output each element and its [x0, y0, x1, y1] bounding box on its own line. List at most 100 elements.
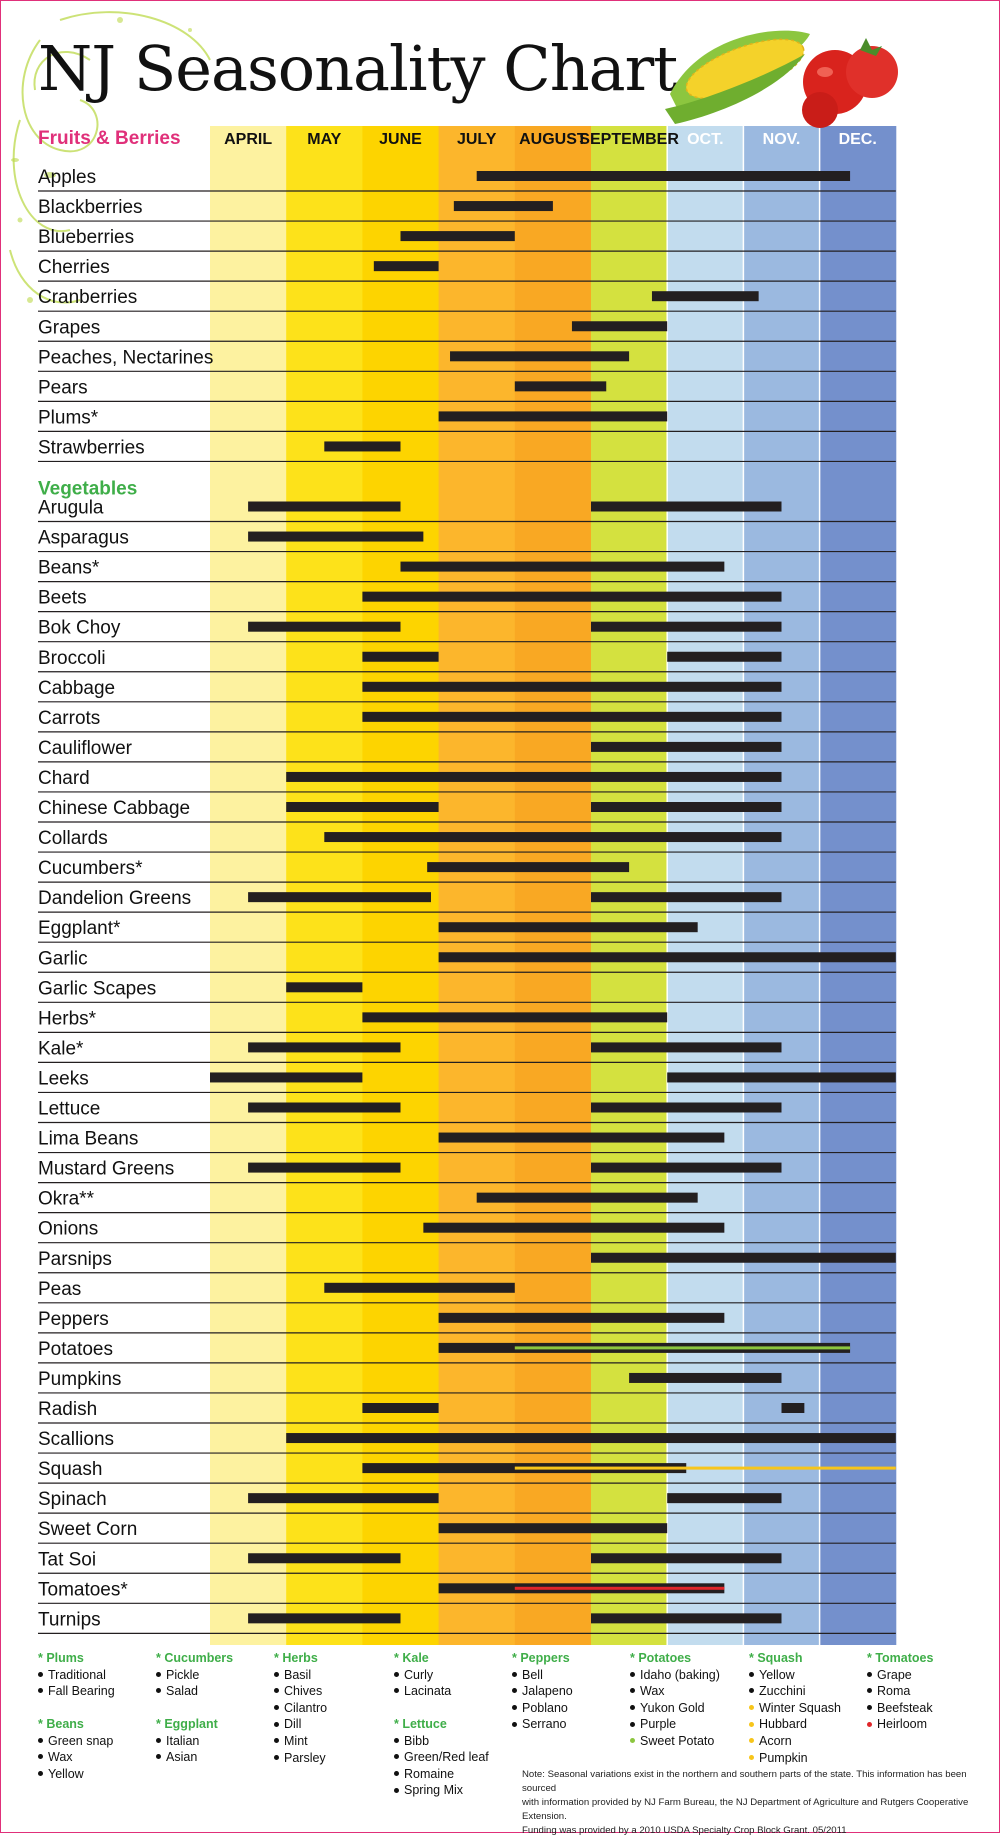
item-label: Spinach: [38, 1489, 107, 1510]
season-bar: [514, 381, 607, 392]
note-item: Dill: [274, 1716, 392, 1733]
note-item-text: Yellow: [48, 1766, 84, 1781]
bullet-icon: [38, 1754, 43, 1760]
note-item: Bell: [512, 1667, 630, 1684]
note-item-text: Traditional: [48, 1667, 106, 1682]
note-item-text: Chives: [284, 1684, 323, 1699]
item-label: Cranberries: [38, 287, 137, 308]
note-column: * Cucumbers Pickle Salad: [156, 1650, 274, 1700]
note-item-text: Curly: [404, 1667, 434, 1682]
note-item-text: Lacinata: [404, 1684, 452, 1699]
month-label: MAY: [307, 131, 341, 148]
note-item: Pickle: [156, 1667, 274, 1684]
bullet-icon: [630, 1738, 635, 1744]
season-bar: [248, 1553, 401, 1564]
note-item-text: Wax: [640, 1684, 665, 1699]
note-item-text: Zucchini: [759, 1684, 806, 1699]
item-label: Cherries: [38, 257, 110, 278]
note-heading: * Kale: [394, 1651, 429, 1665]
season-bar: [438, 1132, 725, 1143]
item-label: Collards: [38, 828, 108, 849]
bullet-icon: [512, 1671, 517, 1677]
note-item-text: Green snap: [48, 1733, 114, 1748]
season-bar: [438, 952, 896, 963]
note-item-text: Beefsteak: [877, 1700, 933, 1715]
bullet-icon: [274, 1738, 279, 1744]
note-column: * Potatoes Idaho (baking) Wax Yukon Gold Pur…: [630, 1650, 748, 1750]
note-item: Lacinata: [394, 1683, 512, 1700]
season-bar: [362, 1012, 668, 1023]
note-item: Jalapeno: [512, 1683, 630, 1700]
item-label: Beets: [38, 588, 87, 609]
item-label: Dandelion Greens: [38, 888, 191, 909]
bullet-icon: [512, 1688, 517, 1694]
note-column: * Lettuce Bibb Green/Red leaf Romaine Spring…: [394, 1716, 512, 1799]
season-bar: [286, 802, 439, 812]
note-item: Yukon Gold: [630, 1700, 748, 1717]
note-item: Salad: [156, 1683, 274, 1700]
note-item-text: Green/Red leaf: [404, 1750, 489, 1765]
item-label: Pears: [38, 377, 88, 398]
season-bar: [667, 1072, 896, 1083]
note-column: * Beans Green snap Wax Yellow: [38, 1716, 156, 1782]
bullet-icon: [274, 1671, 279, 1677]
bullet-icon: [749, 1688, 754, 1694]
item-label: Blackberries: [38, 197, 143, 218]
item-label: Squash: [38, 1459, 102, 1480]
item-label: Chinese Cabbage: [38, 798, 190, 819]
note-item: Romaine: [394, 1766, 512, 1783]
note-item-text: Acorn: [759, 1733, 792, 1748]
item-label: Potatoes: [38, 1339, 113, 1360]
variety-accent-line: [514, 1586, 725, 1590]
item-label: Leeks: [38, 1068, 89, 1089]
bullet-icon: [394, 1688, 399, 1694]
note-item-text: Pumpkin: [759, 1750, 808, 1765]
note-item: Fall Bearing: [38, 1683, 156, 1700]
note-item-text: Basil: [284, 1667, 312, 1682]
note-item-text: Serrano: [522, 1717, 567, 1732]
item-label: Herbs*: [38, 1008, 97, 1029]
item-label: Grapes: [38, 317, 100, 338]
note-item: Poblano: [512, 1700, 630, 1717]
note-item-text: Mint: [284, 1733, 308, 1748]
season-bar: [571, 321, 668, 332]
bullet-icon: [38, 1770, 43, 1776]
note-item: Basil: [274, 1667, 392, 1684]
season-bar: [324, 441, 401, 452]
bullet-icon: [749, 1721, 754, 1727]
note-item-text: Roma: [877, 1684, 911, 1699]
item-label: Okra**: [38, 1189, 95, 1210]
note-item: Green snap: [38, 1733, 156, 1750]
note-item: Pumpkin: [749, 1750, 867, 1767]
item-label: Lima Beans: [38, 1129, 138, 1150]
item-label: Strawberries: [38, 437, 145, 458]
season-bar: [362, 681, 782, 692]
note-item: Yellow: [38, 1766, 156, 1783]
season-bar: [423, 1222, 725, 1233]
note-heading: * Eggplant: [156, 1717, 218, 1731]
bullet-icon: [630, 1721, 635, 1727]
month-band: [591, 126, 668, 1645]
note-item: Hubbard: [749, 1716, 867, 1733]
bullet-icon: [274, 1721, 279, 1727]
note-item-text: Poblano: [522, 1700, 568, 1715]
note-heading: * Herbs: [274, 1651, 318, 1665]
season-bar: [373, 261, 439, 272]
note-item-text: Dill: [284, 1717, 302, 1732]
item-label: Turnips: [38, 1609, 101, 1630]
season-bar: [667, 1493, 782, 1504]
note-item: Asian: [156, 1749, 274, 1766]
note-heading: * Lettuce: [394, 1717, 447, 1731]
item-label: Beans*: [38, 558, 100, 579]
month-band: [362, 126, 440, 1645]
season-bar: [591, 741, 782, 752]
season-bar: [400, 231, 515, 242]
bullet-icon: [749, 1754, 754, 1760]
note-item-text: Romaine: [404, 1766, 455, 1781]
season-bar: [324, 1282, 515, 1293]
season-bar: [248, 1493, 439, 1504]
season-bar: [286, 771, 782, 782]
note-item: Curly: [394, 1667, 512, 1684]
note-item: Yellow: [749, 1667, 867, 1684]
